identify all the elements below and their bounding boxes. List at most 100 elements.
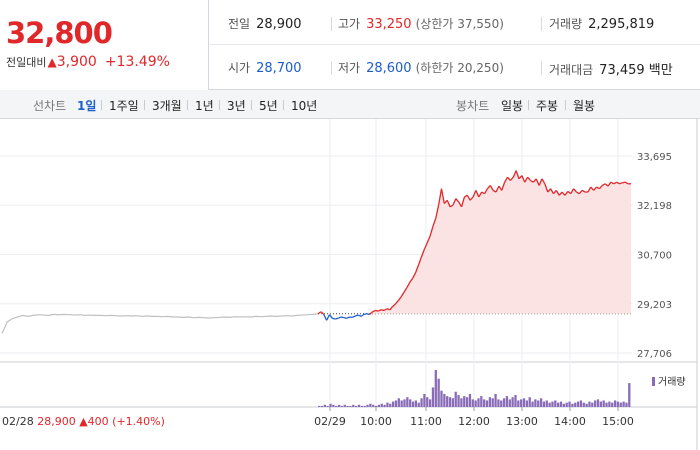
volume-bar [326, 405, 329, 407]
series-line-segment [552, 189, 557, 195]
volume-bar [414, 400, 418, 407]
y-tick-label: 30,700 [637, 251, 672, 262]
stat-value: 2,295,819 [588, 17, 655, 32]
volume-bar [386, 402, 389, 407]
series-line-segment [576, 191, 580, 195]
volume-bar [557, 402, 560, 407]
volume-legend-label: 거래량 [658, 377, 686, 388]
series-line-segment [323, 314, 328, 321]
period-10y-button[interactable]: 10년 [291, 99, 318, 113]
x-tick-label: 02/29 [314, 415, 346, 428]
series-line-segment [420, 249, 425, 258]
period-1y-button[interactable]: 1년 [195, 99, 214, 113]
volume-bar [500, 400, 503, 407]
volume-bar [465, 397, 469, 407]
series-line-segment [593, 186, 598, 191]
volume-bar [389, 403, 392, 407]
period-3y-button[interactable]: 3년 [227, 99, 246, 113]
volume-bar [380, 403, 383, 407]
volume-bar [360, 405, 363, 407]
volume-bar [400, 400, 403, 407]
stat-trade-amount: 거래대금 73,459 백만 [549, 59, 673, 78]
stat-label: 고가 [338, 17, 361, 31]
volume-bar [391, 401, 395, 407]
volume-bar [531, 401, 534, 407]
series-line-segment [452, 198, 457, 206]
series-line-segment [440, 188, 445, 204]
divider [565, 100, 566, 110]
volume-bar [335, 405, 338, 407]
x-tick-label: 15:00 [602, 415, 634, 428]
candle-weekly-button[interactable]: 주봉 [536, 99, 559, 113]
series-line-segment [357, 314, 362, 317]
series-line-segment [527, 176, 531, 181]
series-line-segment [478, 191, 483, 198]
volume-bar [369, 403, 372, 407]
stat-sub: (상한가 37,550) [415, 17, 504, 31]
period-1w-button[interactable]: 1주일 [109, 99, 139, 113]
volume-bar [343, 404, 346, 407]
volume-bar [591, 402, 594, 407]
volume-bar [448, 397, 452, 407]
series-line-segment [446, 199, 451, 208]
row-divider [210, 44, 700, 45]
volume-bars [318, 370, 631, 407]
series-line-segment [504, 176, 509, 183]
chart-svg: 33,695 32,198 30,700 29,203 27,706 02/29 10:0… [0, 119, 698, 450]
volume-bar [537, 400, 540, 407]
divider [528, 100, 529, 110]
series-line-segment [378, 309, 382, 312]
volume-bar [625, 402, 628, 407]
series-line-segment [400, 291, 405, 297]
series-line-segment [607, 181, 612, 187]
series-line-segment [538, 178, 543, 186]
volume-bar [502, 398, 506, 407]
series-line-segment [486, 185, 491, 190]
series-line-segment [383, 308, 388, 311]
volume-bar [451, 398, 455, 407]
price-chart: 33,695 32,198 30,700 29,203 27,706 02/29 10:0… [0, 119, 700, 450]
divider [331, 17, 332, 31]
volume-bar [494, 393, 497, 407]
volume-bar [354, 405, 358, 407]
series-line-segment [598, 185, 603, 190]
quote-header: 32,800 전일대비▲3,900 +13.49% 전일 28,900 고가 33,2… [0, 0, 700, 90]
stat-label: 전일 [228, 17, 251, 31]
period-5y-button[interactable]: 5년 [259, 99, 278, 113]
series-line-segment [437, 188, 443, 206]
volume-bar [585, 403, 588, 407]
series-line-segment [587, 186, 592, 193]
candle-monthly-button[interactable]: 월봉 [573, 99, 596, 113]
series-line-segment [346, 316, 350, 319]
volume-bar [420, 398, 423, 407]
change-row: 전일대비▲3,900 +13.49% [6, 54, 170, 70]
volume-bar [514, 395, 517, 407]
period-3m-button[interactable]: 3개월 [152, 99, 182, 113]
stat-volume: 거래량 2,295,819 [549, 15, 654, 32]
series-line-segment [524, 176, 529, 183]
series-line-segment [369, 311, 373, 315]
volume-bar [483, 399, 486, 407]
candle-daily-button[interactable]: 일봉 [501, 99, 524, 113]
change-label: 전일대비 [6, 56, 47, 69]
y-tick-label: 27,706 [637, 349, 672, 360]
series-line-segment [355, 314, 359, 317]
series-line-segment [449, 204, 454, 208]
volume-bar [374, 405, 378, 407]
prev-change: 400 [87, 415, 109, 428]
volume-bar [423, 393, 426, 407]
series-line-segment [432, 218, 437, 227]
volume-bar [446, 396, 449, 407]
stat-label: 거래대금 [549, 63, 594, 77]
period-1d-button[interactable]: 1일 [77, 99, 97, 113]
volume-bar [409, 399, 412, 407]
candle-chart-label: 봉차트 [456, 99, 490, 113]
stat-label: 시가 [228, 61, 251, 75]
series-line-segment [518, 175, 523, 180]
prev-up-arrow-icon: ▲ [79, 415, 88, 428]
series-line-segment [555, 190, 560, 196]
volume-bar [596, 399, 600, 407]
volume-bar [394, 400, 398, 407]
y-tick-label: 33,695 [637, 152, 672, 163]
series-line-segment [406, 281, 411, 288]
